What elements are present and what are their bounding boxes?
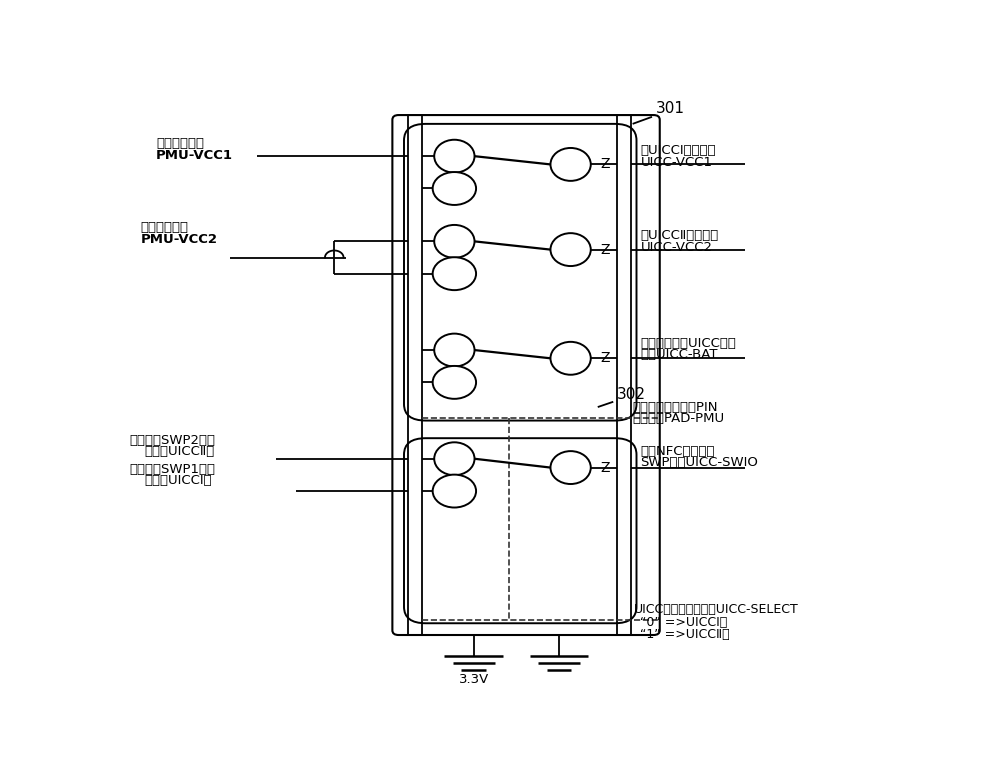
Text: 给UICCⅡ卡的供电: 给UICCⅡ卡的供电: [640, 229, 719, 242]
Text: “0” =>UICCⅠ卡: “0” =>UICCⅠ卡: [640, 617, 728, 629]
Ellipse shape: [433, 366, 476, 399]
Text: 连接到电池给UICC卡供: 连接到电池给UICC卡供: [640, 336, 736, 349]
Text: Z: Z: [600, 461, 610, 475]
Text: 电的UICC-BAT: 电的UICC-BAT: [640, 348, 718, 361]
Text: PMU-VCC2: PMU-VCC2: [140, 233, 218, 246]
Text: 1: 1: [433, 343, 442, 357]
Text: 脚供电的PAD-PMU: 脚供电的PAD-PMU: [633, 412, 725, 425]
Text: 给出来的SWP2信号: 给出来的SWP2信号: [129, 434, 215, 447]
Ellipse shape: [550, 233, 591, 266]
Text: 0: 0: [433, 375, 442, 389]
Text: 给UICCⅠ卡的供电: 给UICCⅠ卡的供电: [640, 143, 716, 157]
Text: 来自主机端的: 来自主机端的: [156, 137, 204, 150]
Text: 来自主机端的: 来自主机端的: [140, 221, 188, 234]
Text: 3.3V: 3.3V: [459, 672, 489, 686]
Ellipse shape: [433, 475, 476, 507]
Text: UICC卡通道选择信号UICC-SELECT: UICC卡通道选择信号UICC-SELECT: [634, 604, 799, 617]
Text: UICC-VCC1: UICC-VCC1: [640, 156, 712, 169]
Ellipse shape: [550, 148, 591, 181]
Text: 给出来的SWP1信号: 给出来的SWP1信号: [129, 463, 215, 476]
Text: “1” =>UICCⅡ卡: “1” =>UICCⅡ卡: [640, 628, 730, 641]
Ellipse shape: [550, 342, 591, 375]
Ellipse shape: [433, 172, 476, 205]
Text: 301: 301: [656, 101, 685, 115]
Text: 来自NFC控制器的: 来自NFC控制器的: [640, 445, 715, 458]
Text: Z: Z: [600, 157, 610, 172]
Ellipse shape: [434, 140, 475, 172]
Ellipse shape: [433, 257, 476, 290]
Text: 0: 0: [433, 267, 442, 281]
Text: Z: Z: [600, 351, 610, 365]
Text: 1: 1: [433, 452, 442, 465]
Text: UICC-VCC2: UICC-VCC2: [640, 241, 712, 254]
Text: 来自主机端给芯片PIN: 来自主机端给芯片PIN: [633, 401, 718, 414]
Text: 1: 1: [433, 150, 442, 163]
Text: 0: 0: [433, 484, 442, 498]
Ellipse shape: [434, 443, 475, 475]
Text: 连接到UICCⅠ卡: 连接到UICCⅠ卡: [144, 474, 212, 487]
Text: SWP信号UICC-SWIO: SWP信号UICC-SWIO: [640, 456, 758, 469]
Ellipse shape: [434, 225, 475, 258]
Ellipse shape: [550, 451, 591, 484]
Text: 0: 0: [433, 182, 442, 195]
Text: PMU-VCC1: PMU-VCC1: [156, 149, 233, 162]
Text: 1: 1: [433, 234, 442, 249]
Text: 连接到UICCⅡ卡: 连接到UICCⅡ卡: [144, 445, 215, 458]
Text: Z: Z: [600, 243, 610, 256]
Text: 302: 302: [617, 387, 646, 401]
Ellipse shape: [434, 333, 475, 366]
